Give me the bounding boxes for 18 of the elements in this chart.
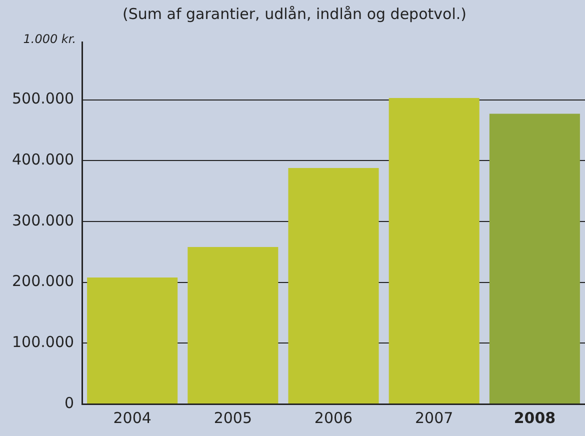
y-tick-label: 200.000 bbox=[12, 272, 74, 290]
bar bbox=[388, 98, 480, 404]
x-tick-label: 2007 bbox=[415, 408, 454, 427]
y-tick-label: 300.000 bbox=[12, 211, 74, 230]
x-tick-label: 2008 bbox=[514, 408, 556, 427]
x-tick-label: 2004 bbox=[113, 408, 152, 427]
x-tick-label: 2006 bbox=[314, 408, 353, 427]
y-tick-label: 0 bbox=[64, 394, 74, 412]
y-axis-title: 1.000 kr. bbox=[23, 32, 76, 46]
bar bbox=[489, 114, 580, 404]
bar bbox=[188, 247, 278, 404]
x-tick-label: 2005 bbox=[214, 408, 252, 427]
y-tick-label: 400.000 bbox=[12, 150, 74, 169]
y-tick-label: 500.000 bbox=[12, 90, 74, 108]
chart-title: (Sum af garantier, udlån, indlån og depotvol.) bbox=[122, 4, 466, 23]
y-tick-label: 100.000 bbox=[12, 333, 74, 352]
bar bbox=[87, 277, 178, 404]
bar bbox=[288, 168, 379, 404]
